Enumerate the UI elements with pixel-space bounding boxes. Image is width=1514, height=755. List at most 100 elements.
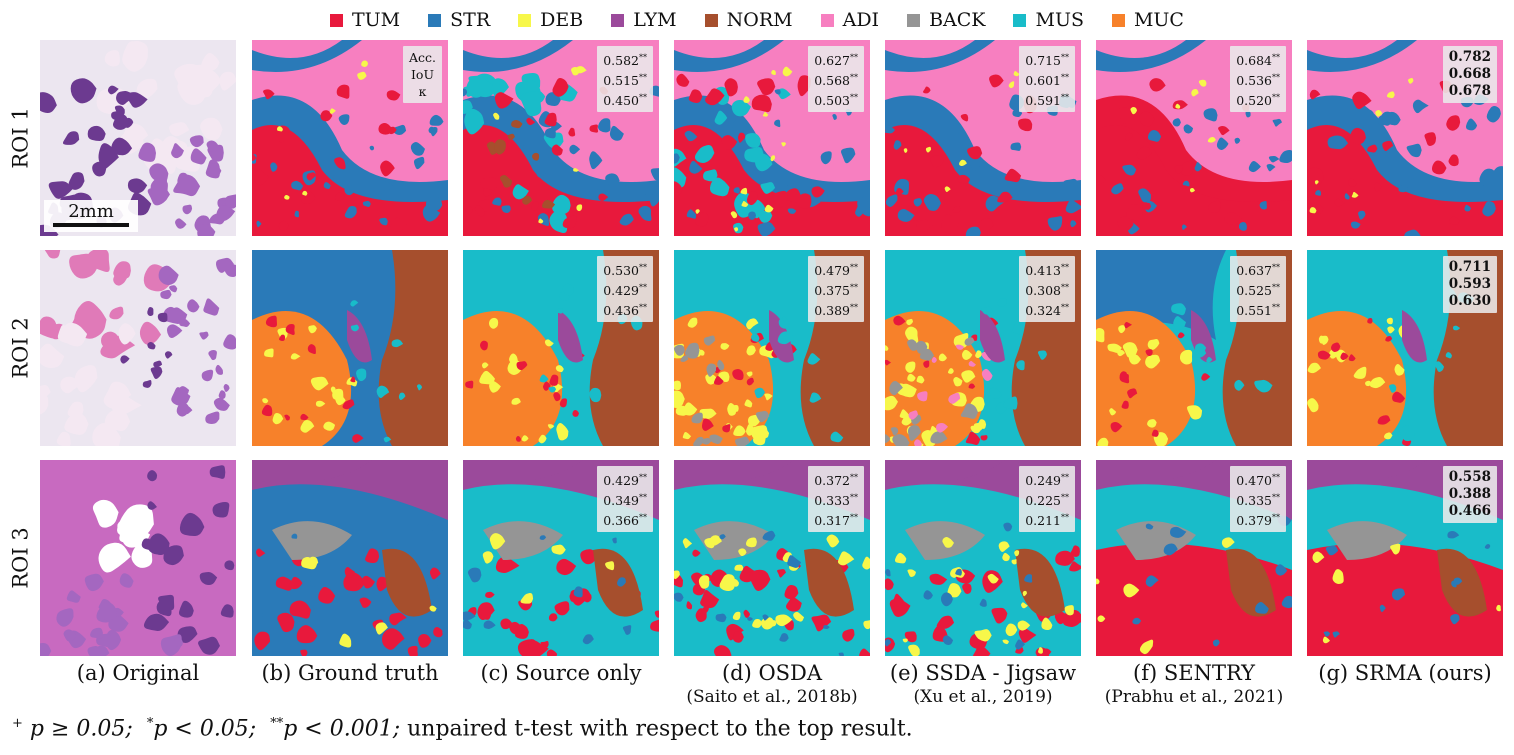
metric-value: 0.379	[1236, 513, 1272, 529]
significance-marker: **	[850, 263, 858, 272]
metric-value: 0.630	[1448, 293, 1491, 309]
metric-value: 0.324	[1025, 303, 1061, 319]
legend-swatch	[518, 13, 532, 27]
significance-marker: **	[850, 283, 858, 293]
segmentation-map-tile: 0.429** 0.349** 0.366**	[463, 460, 659, 656]
metric-value: 0.536	[1236, 73, 1272, 89]
metric-value: 0.349	[603, 493, 639, 509]
metric-value: 0.389	[814, 303, 850, 319]
significance-marker: **	[1061, 53, 1069, 62]
legend-item-muc: MUC	[1111, 9, 1184, 31]
metric-value: 0.335	[1236, 493, 1272, 509]
metric-box: 0.582** 0.515** 0.450**	[597, 46, 653, 113]
metric-box: 0.479** 0.375** 0.389**	[808, 256, 864, 323]
column-caption: (d) OSDA (Saito et al., 2018b)	[657, 660, 887, 708]
metric-box: 0.627** 0.568** 0.503**	[808, 46, 864, 113]
caption-title: (c) Source only	[480, 661, 642, 685]
metric-value: 0.429	[603, 473, 639, 489]
metric-box: 0.782 0.668 0.678	[1442, 46, 1497, 103]
row-label: ROI 1	[9, 107, 34, 169]
caption-citation: (Prabhu et al., 2021)	[1104, 687, 1284, 707]
segmentation-map-tile: 0.372** 0.333** 0.317**	[674, 460, 870, 656]
legend-label: LYM	[633, 9, 677, 31]
legend-item-deb: DEB	[518, 9, 583, 31]
column-caption: (b) Ground truth	[235, 660, 465, 686]
legend-label: DEB	[540, 9, 584, 31]
segmentation-map-tile	[252, 250, 448, 446]
significance-marker: **	[1272, 93, 1280, 103]
legend-label: ADI	[842, 9, 880, 31]
metric-value: 0.375	[814, 283, 850, 299]
metric-value: 0.678	[1448, 83, 1491, 99]
significance-marker: **	[1061, 493, 1069, 503]
metric-value: 0.684	[1236, 53, 1272, 69]
metric-value: 0.372	[814, 473, 850, 489]
metric-box: 0.470** 0.335** 0.379**	[1230, 466, 1286, 533]
caption-title: (a) Original	[76, 661, 200, 685]
caption-title: (g) SRMA (ours)	[1318, 661, 1492, 685]
metric-box: 0.637** 0.525** 0.551**	[1230, 256, 1286, 323]
metric-box: 0.711 0.593 0.630	[1442, 256, 1497, 313]
metric-value: 0.366	[603, 513, 639, 529]
metric-value: 0.637	[1236, 263, 1272, 279]
metric-box: 0.530** 0.429** 0.436**	[597, 256, 653, 323]
metric-box: 0.715** 0.601** 0.591**	[1019, 46, 1075, 113]
metric-value: 0.450	[603, 93, 639, 109]
segmentation-map-tile: 0.782 0.668 0.678	[1307, 40, 1503, 236]
metric-value: 0.308	[1025, 283, 1061, 299]
metric-box: 0.372** 0.333** 0.317**	[808, 466, 864, 533]
metric-value: 0.211	[1025, 513, 1061, 529]
segmentation-map-tile: Acc. IoU κ	[252, 40, 448, 236]
significance-marker: **	[1061, 263, 1069, 272]
row-label: ROI 3	[9, 527, 34, 589]
metric-value: 0.225	[1025, 493, 1061, 509]
segmentation-map-tile: 0.711 0.593 0.630	[1307, 250, 1503, 446]
legend-label: TUM	[352, 9, 401, 31]
metric-box: 0.684** 0.536** 0.520**	[1230, 46, 1286, 113]
metric-value: 0.520	[1236, 93, 1272, 109]
significance-marker: **	[850, 473, 858, 482]
significance-marker: **	[1061, 73, 1069, 83]
significance-marker: **	[1272, 493, 1280, 503]
significance-marker: **	[639, 73, 647, 83]
significance-marker: **	[1061, 473, 1069, 482]
scale-bar-label: 2mm	[68, 201, 114, 222]
caption-title: (f) SENTRY	[1133, 661, 1255, 685]
metric-box: 0.429** 0.349** 0.366**	[597, 466, 653, 533]
metric-box: 0.558 0.388 0.466	[1442, 466, 1497, 523]
significance-marker: **	[639, 283, 647, 293]
metric-value: 0.388	[1448, 486, 1491, 502]
segmentation-map-tile: 0.479** 0.375** 0.389**	[674, 250, 870, 446]
column-caption: (e) SSDA - Jigsaw (Xu et al., 2019)	[868, 660, 1098, 708]
significance-marker: **	[1272, 73, 1280, 83]
column-caption: (c) Source only	[446, 660, 676, 686]
legend-item-mus: MUS	[1013, 9, 1084, 31]
significance-marker: **	[850, 53, 858, 62]
legend-item-adi: ADI	[820, 9, 880, 31]
legend-label: STR	[450, 9, 491, 31]
metric-value: 0.711	[1448, 259, 1491, 275]
metric-value: 0.503	[814, 93, 850, 109]
legend-item-lym: LYM	[611, 9, 677, 31]
metric-name: IoU	[410, 67, 434, 82]
he-image-tile	[40, 250, 236, 446]
metric-value: 0.525	[1236, 283, 1272, 299]
legend-label: MUS	[1035, 9, 1084, 31]
legend-swatch	[1111, 13, 1125, 27]
legend-item-str: STR	[428, 9, 490, 31]
metric-value: 0.568	[814, 73, 850, 89]
metric-value: 0.413	[1025, 263, 1061, 279]
segmentation-map-tile: 0.470** 0.335** 0.379**	[1096, 460, 1292, 656]
class-legend: TUM STR DEB LYM NORM ADI BACK MUS MUC	[0, 6, 1514, 34]
caption-citation: (Saito et al., 2018b)	[686, 687, 858, 707]
significance-marker: **	[639, 263, 647, 272]
significance-marker: **	[639, 513, 647, 523]
metric-value: 0.317	[814, 513, 850, 529]
significance-marker: **	[1272, 473, 1280, 482]
legend-swatch	[907, 13, 921, 27]
metric-value: 0.470	[1236, 473, 1272, 489]
legend-swatch	[704, 13, 718, 27]
metric-name: κ	[418, 84, 427, 99]
metric-value: 0.249	[1025, 473, 1061, 489]
metric-value: 0.558	[1448, 469, 1491, 485]
